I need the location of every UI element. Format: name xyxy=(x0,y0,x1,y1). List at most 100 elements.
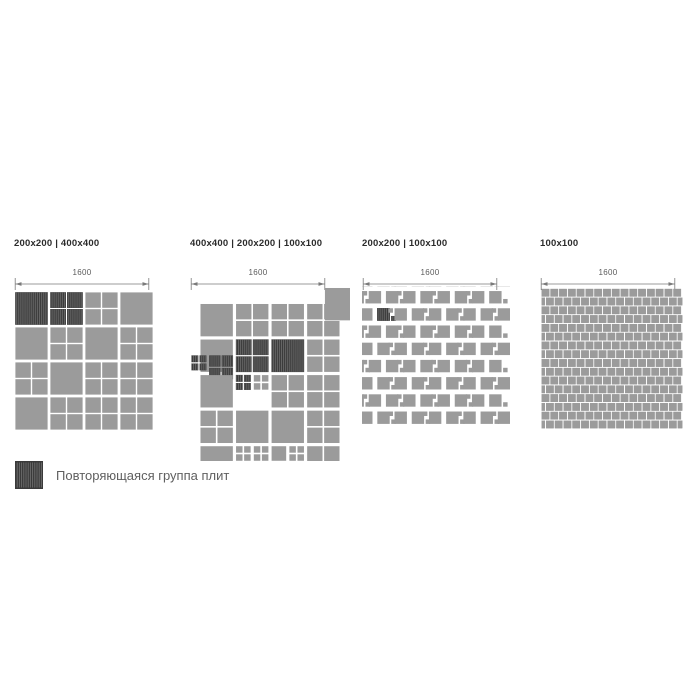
tile-200 xyxy=(324,410,340,427)
panel-title: 100x100 xyxy=(540,238,579,249)
tile-100 xyxy=(585,411,594,420)
tile-100 xyxy=(616,350,625,359)
tile-200 xyxy=(454,394,468,407)
tile-100 xyxy=(598,367,607,376)
tile-200 xyxy=(289,446,296,453)
tile-100 xyxy=(660,332,668,341)
dimension-arrows xyxy=(190,278,326,290)
tile-100 xyxy=(550,376,559,385)
tile-100 xyxy=(425,419,431,424)
tile-100 xyxy=(545,332,554,341)
tile-100 xyxy=(616,332,625,341)
tile-100 xyxy=(554,350,563,359)
tile-200 xyxy=(85,292,101,308)
tile-200 xyxy=(394,377,407,390)
tile-200 xyxy=(261,383,269,390)
tile-100 xyxy=(664,288,673,297)
tile-200 xyxy=(67,397,83,413)
tile-100 xyxy=(638,323,646,332)
tile-100 xyxy=(541,385,546,394)
tile-100 xyxy=(559,306,567,315)
tile-100 xyxy=(629,323,638,332)
tile-200 xyxy=(252,339,269,356)
tile-100 xyxy=(541,315,546,323)
tile-200 xyxy=(217,410,233,427)
tile-400 xyxy=(50,362,83,395)
tile-100 xyxy=(660,367,668,376)
tile-100 xyxy=(191,363,199,371)
tile-200 xyxy=(271,392,287,408)
dimension-arrow-right xyxy=(668,282,675,286)
tile-100 xyxy=(589,367,598,376)
tile-100 xyxy=(563,385,572,394)
tile-100 xyxy=(541,394,550,403)
tile-200 xyxy=(209,355,221,367)
tile-200 xyxy=(297,454,304,461)
tile-100 xyxy=(660,402,668,411)
legend-label: Повторяющаяся группа плит xyxy=(56,467,230,483)
tile-100 xyxy=(598,420,607,429)
tile-100 xyxy=(397,325,402,330)
tile-200 xyxy=(120,397,136,413)
tile-100 xyxy=(589,332,598,341)
tile-200 xyxy=(120,344,136,360)
tile-200 xyxy=(463,308,476,321)
tile-100 xyxy=(541,411,550,420)
tile-100 xyxy=(651,350,660,359)
tile-100 xyxy=(576,288,585,297)
tile-200 xyxy=(288,392,304,408)
tile-100 xyxy=(594,376,603,385)
tile-100 xyxy=(642,315,651,323)
dimension-arrows xyxy=(540,278,676,290)
tile-100 xyxy=(638,411,646,420)
tile-100 xyxy=(611,341,620,350)
tile-200 xyxy=(217,427,233,444)
tile-200 xyxy=(377,342,390,356)
tile-200 xyxy=(243,374,251,382)
tile-100 xyxy=(554,297,563,306)
tile-100 xyxy=(399,402,405,407)
tile-100 xyxy=(660,297,668,306)
tile-200 xyxy=(253,303,269,320)
tile-200 xyxy=(489,394,502,407)
tile-200 xyxy=(362,377,373,390)
tile-100 xyxy=(633,420,642,429)
tile-200 xyxy=(252,356,269,373)
tile-100 xyxy=(567,359,576,367)
tile-100 xyxy=(545,367,554,376)
tile-100 xyxy=(594,341,603,350)
paving-pattern-3 xyxy=(362,286,510,441)
tile-100 xyxy=(624,402,633,411)
tile-100 xyxy=(431,359,436,365)
tile-200 xyxy=(85,362,101,378)
tile-100 xyxy=(567,411,576,420)
tile-100 xyxy=(633,332,642,341)
tile-100 xyxy=(465,359,471,365)
tile-200 xyxy=(102,397,118,413)
tile-100 xyxy=(554,420,563,429)
tile-100 xyxy=(620,323,629,332)
tile-200 xyxy=(200,410,216,427)
tile-100 xyxy=(589,420,598,429)
tile-100 xyxy=(611,323,620,332)
tile-100 xyxy=(491,377,497,382)
tile-100 xyxy=(638,376,646,385)
tile-100 xyxy=(581,385,589,394)
tile-200 xyxy=(120,362,136,378)
tile-100 xyxy=(572,402,581,411)
tile-100 xyxy=(567,376,576,385)
tile-100 xyxy=(646,359,655,367)
tile-200 xyxy=(324,427,340,444)
tile-200 xyxy=(271,320,287,337)
tile-100 xyxy=(554,367,563,376)
tile-200 xyxy=(394,342,407,356)
tile-100 xyxy=(576,411,585,420)
dimension-arrows xyxy=(362,278,498,290)
tile-200 xyxy=(67,309,83,325)
tile-200 xyxy=(411,377,425,390)
tile-100 xyxy=(677,350,683,359)
tile-400 xyxy=(15,397,48,430)
tile-100 xyxy=(668,385,677,394)
tile-100 xyxy=(629,411,638,420)
tile-200 xyxy=(428,411,442,424)
